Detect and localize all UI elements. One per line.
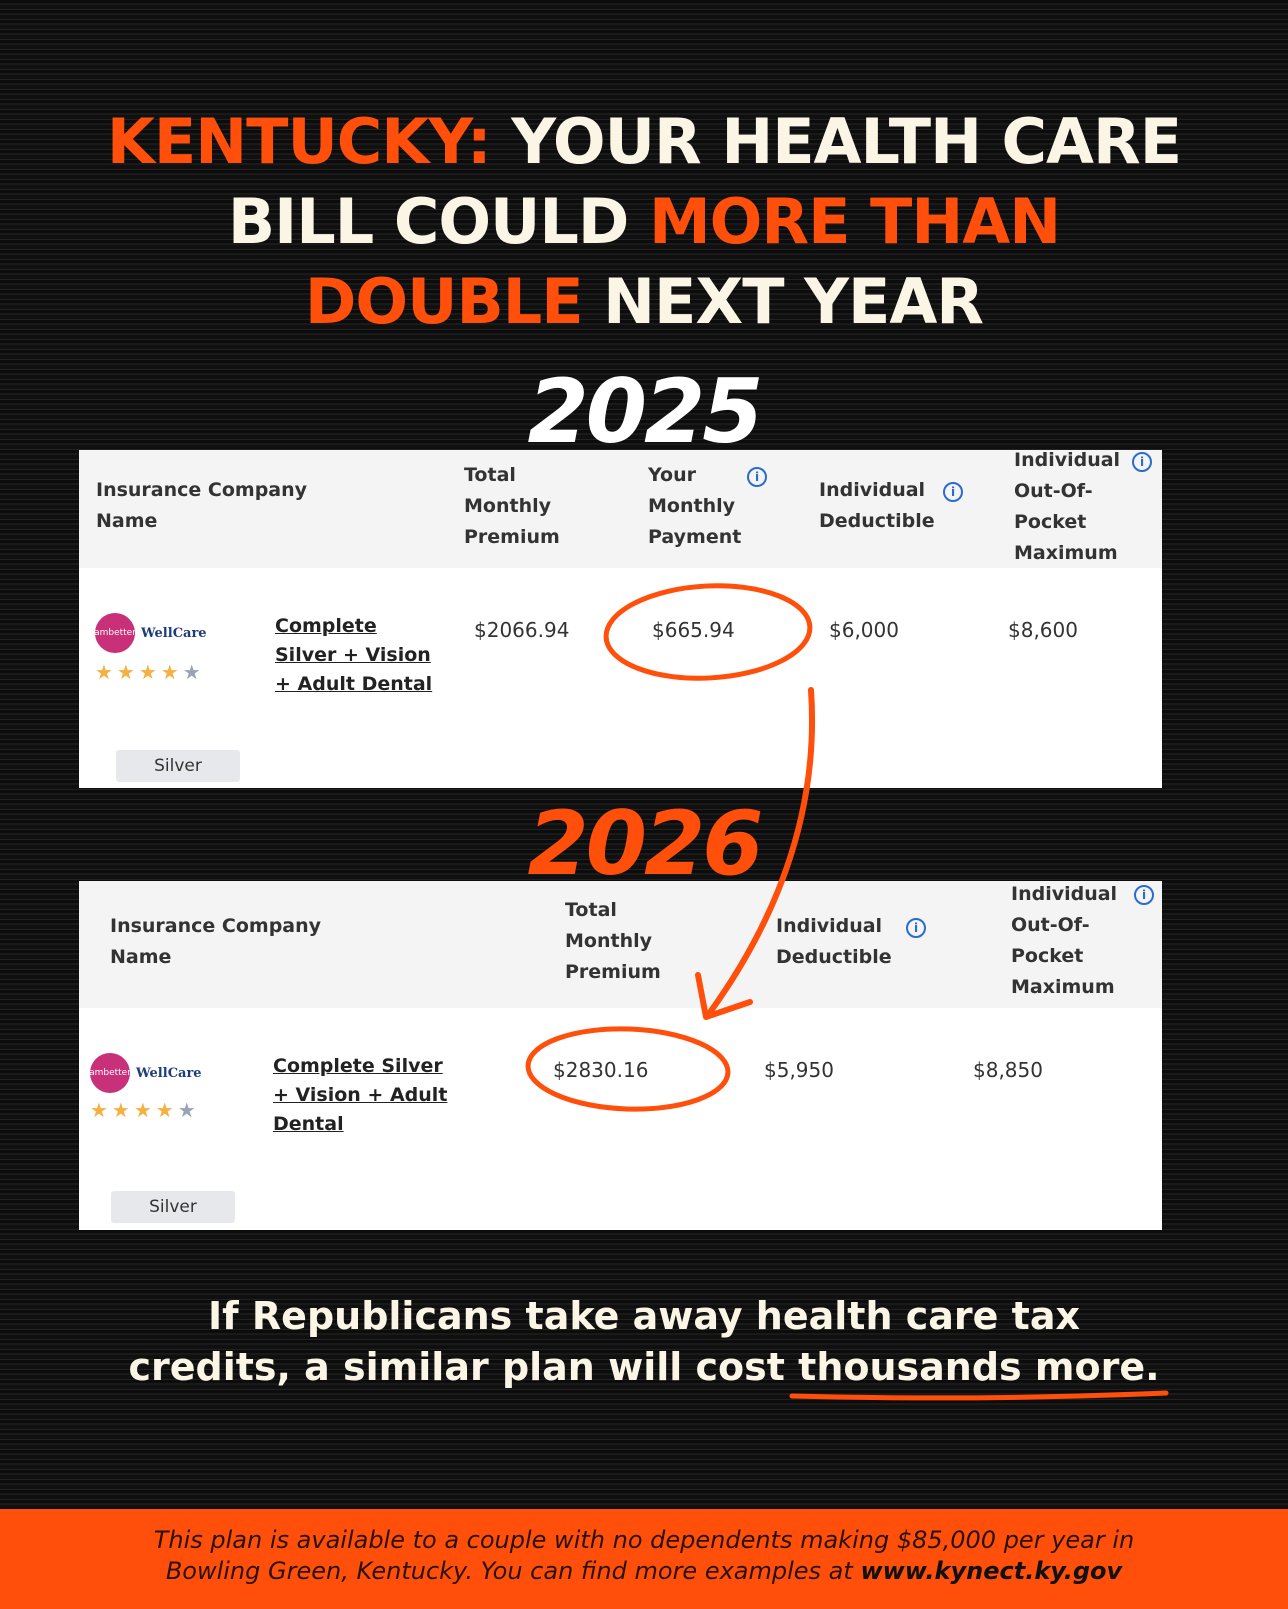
header-deductible: Individual Deductible xyxy=(776,915,892,968)
deductible: $5,950 xyxy=(764,1058,834,1082)
plan-name-link[interactable]: Complete Silver + Vision + Adult Dental xyxy=(275,615,433,695)
emphasis-text: thousands more. xyxy=(798,1345,1160,1389)
info-icon[interactable]: i xyxy=(1132,452,1152,472)
header-total-premium: Total Monthly Premium xyxy=(565,899,661,983)
header-your-payment: Your Monthly Payment xyxy=(648,464,742,548)
insurer-logo: ambetter WellCare xyxy=(89,1053,202,1093)
header-oop-max: Individual Out-Of-Pocket Maximum xyxy=(1011,883,1118,998)
info-icon[interactable]: i xyxy=(943,482,963,502)
insurer-logo: ambetter WellCare xyxy=(94,613,207,653)
header-company: Insurance Company Name xyxy=(110,915,322,968)
oop-max: $8,850 xyxy=(973,1058,1043,1082)
kynect-link[interactable]: www.kynect.ky.gov xyxy=(860,1557,1123,1585)
header-total-premium: Total Monthly Premium xyxy=(464,464,560,548)
table-header: Insurance Company Name Total Monthly Pre… xyxy=(79,449,1162,568)
arrow-head xyxy=(695,972,753,1020)
star-rating: ★★★★★ xyxy=(90,1098,200,1122)
plan-table-2025: Insurance Company Name Total Monthly Pre… xyxy=(79,449,1162,788)
arrow xyxy=(705,687,815,1018)
headline: KENTUCKY: YOUR HEALTH CARE BILL COULD MO… xyxy=(106,105,1182,338)
header-company: Insurance Company Name xyxy=(96,479,308,532)
plan-table-2026: Insurance Company Name Total Monthly Pre… xyxy=(79,881,1162,1230)
circle-highlight-2026 xyxy=(525,1026,731,1112)
circle-highlight-2025 xyxy=(603,583,813,681)
your-payment: $665.94 xyxy=(652,618,735,642)
total-premium: $2830.16 xyxy=(553,1058,649,1082)
info-icon[interactable]: i xyxy=(1134,885,1154,905)
deductible: $6,000 xyxy=(829,618,899,642)
info-icon[interactable]: i xyxy=(906,918,926,938)
table-header: Insurance Company Name Total Monthly Pre… xyxy=(79,881,1162,1008)
underline xyxy=(789,1390,1169,1401)
footer-banner: This plan is available to a couple with … xyxy=(0,1509,1288,1609)
oop-max: $8,600 xyxy=(1008,618,1078,642)
header-oop-max: Individual Out-Of-Pocket Maximum xyxy=(1014,449,1121,564)
star-rating: ★★★★★ xyxy=(95,660,205,684)
message: If Republicans take away health care tax… xyxy=(128,1294,1160,1389)
year-2026: 2026 xyxy=(527,792,764,895)
total-premium: $2066.94 xyxy=(474,618,570,642)
year-2025: 2025 xyxy=(527,360,764,463)
header-deductible: Individual Deductible xyxy=(819,479,935,532)
plan-name-link[interactable]: Complete Silver + Vision + Adult Dental xyxy=(273,1055,448,1135)
tier-badge: Silver xyxy=(116,750,240,782)
info-icon[interactable]: i xyxy=(747,467,767,487)
tier-badge: Silver xyxy=(111,1191,235,1223)
